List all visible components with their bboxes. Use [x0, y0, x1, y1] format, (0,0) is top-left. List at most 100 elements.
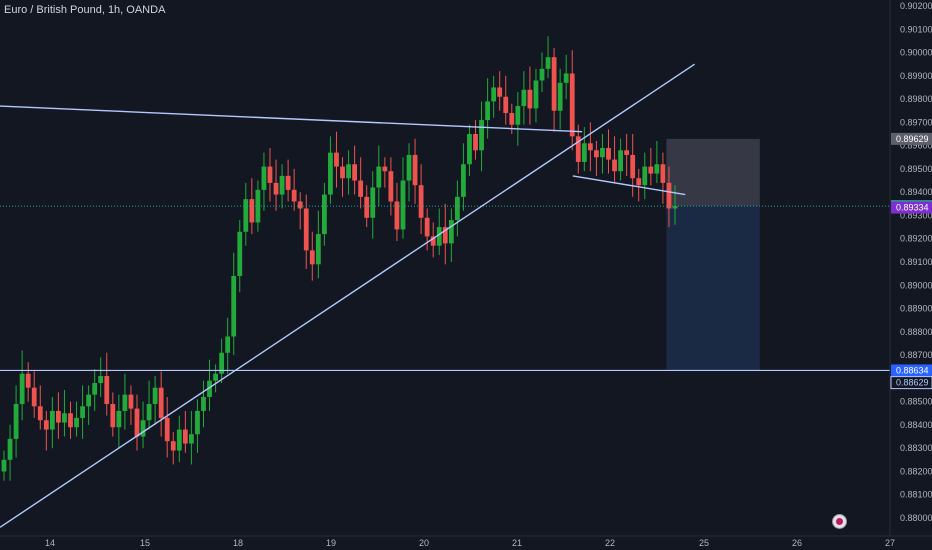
trendline-1: [0, 63, 695, 528]
candle-body: [539, 68, 545, 81]
time-tick-label: 14: [45, 538, 55, 548]
candle-body: [388, 171, 394, 202]
time-tick-label: 22: [605, 538, 615, 548]
candle-body: [521, 89, 527, 107]
candle-body: [600, 147, 605, 158]
candle-body: [255, 189, 261, 223]
price-tick-label: 0.88000: [900, 513, 932, 523]
candle-body: [43, 420, 49, 430]
candle-body: [31, 387, 37, 407]
time-tick-label: 19: [326, 538, 336, 548]
price-tick-label: 0.89400: [900, 187, 932, 197]
trendline-3: [572, 175, 686, 196]
price-axis-bg: [890, 0, 932, 550]
candle-body: [442, 227, 448, 244]
position-zones: [666, 138, 760, 371]
candle-body: [104, 376, 110, 404]
candle-body: [346, 164, 351, 179]
candle-body: [454, 196, 460, 221]
price-tick-label: 0.88400: [900, 420, 932, 430]
candle-body: [394, 201, 400, 230]
candle-body: [412, 154, 418, 186]
candle-body: [315, 234, 321, 265]
candle-body: [382, 166, 388, 172]
candle-body: [515, 106, 521, 125]
candle-body: [461, 164, 466, 197]
candle-body: [188, 434, 194, 444]
candle-body: [243, 199, 249, 232]
time-axis: 14 15 18 19 20 21 22 25 26 27: [0, 535, 932, 548]
candle-body: [225, 336, 231, 353]
candles: [1, 36, 678, 481]
target-zone: [666, 138, 760, 207]
price-tick-label: 0.89900: [900, 71, 932, 81]
candle-body: [231, 275, 237, 337]
candle-body: [207, 380, 212, 397]
candle-body: [321, 194, 327, 235]
candle-body: [303, 208, 309, 251]
stop-zone: [666, 206, 760, 371]
candle-body: [436, 227, 442, 246]
candle-body: [581, 143, 587, 162]
price-tick-label: 0.89100: [900, 257, 932, 267]
price-tag-label: 0.88634: [896, 365, 929, 375]
candle-body: [92, 383, 98, 395]
price-tag-bg: [891, 132, 932, 145]
price-tag: 0.88634: [891, 364, 932, 377]
time-tick-label: 18: [233, 538, 243, 548]
price-tag-label: 0.88629: [896, 378, 929, 388]
candle-body: [430, 236, 436, 246]
candle-body: [1, 459, 7, 472]
price-tag: 0.89334: [891, 201, 932, 214]
candle-body: [642, 166, 648, 186]
candle-body: [49, 410, 55, 430]
candle-body: [219, 352, 225, 374]
candle-body: [358, 180, 364, 197]
candle-body: [25, 373, 31, 388]
candle-body: [424, 217, 430, 237]
trendline-2: [0, 105, 583, 133]
candle-body: [213, 373, 218, 381]
price-tick-label: 0.89200: [900, 234, 932, 244]
candle-body: [612, 159, 617, 172]
candle-body: [630, 154, 636, 179]
price-tick-label: 0.90000: [900, 48, 932, 58]
candle-body: [152, 387, 158, 404]
candle-body: [146, 403, 152, 421]
candle-body: [182, 429, 188, 444]
price-tag-bg: [891, 364, 932, 377]
candle-body: [261, 166, 267, 190]
candle-body: [594, 150, 599, 158]
candle-body: [557, 82, 563, 111]
candle-body: [370, 187, 376, 218]
candle-body: [503, 96, 509, 114]
time-tick-label: 21: [512, 538, 522, 548]
price-tick-label: 0.88200: [900, 466, 932, 476]
candle-body: [473, 134, 478, 151]
candle-body: [606, 147, 611, 160]
candle-body: [418, 185, 424, 218]
candle-body: [128, 394, 134, 409]
candle-body: [666, 182, 672, 209]
price-tick-label: 0.90200: [900, 1, 932, 11]
candle-body: [491, 87, 497, 102]
tradingview-logo-icon[interactable]: [832, 514, 847, 529]
candle-body: [551, 57, 557, 111]
price-tag-label: 0.89629: [896, 134, 929, 144]
price-tag-label: 0.89334: [896, 203, 929, 213]
time-tick-label: 26: [792, 538, 802, 548]
candle-body: [170, 441, 176, 451]
candle-body: [485, 101, 491, 121]
trendlines: [0, 63, 890, 528]
candle-body: [654, 164, 660, 174]
candle-body: [164, 417, 170, 442]
candle-body: [575, 136, 581, 162]
candle-body: [400, 180, 406, 230]
price-tag: 0.89629: [891, 132, 932, 145]
candle-body: [68, 413, 73, 428]
candle-body: [134, 408, 140, 437]
price-tick-label: 0.89800: [900, 94, 932, 104]
candle-body: [467, 134, 472, 165]
